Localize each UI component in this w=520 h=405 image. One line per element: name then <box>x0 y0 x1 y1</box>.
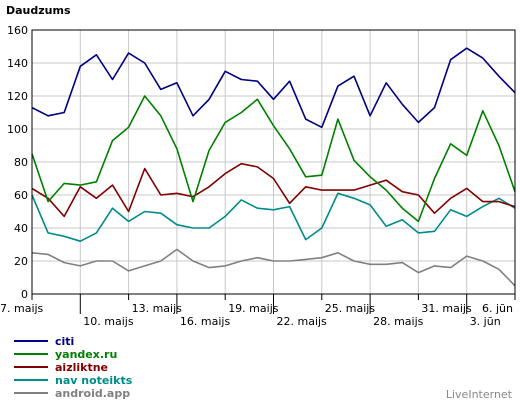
legend-label-0: citi <box>55 335 74 348</box>
y-axis-label: Daudzums <box>6 4 71 17</box>
series-line-1 <box>31 95 516 223</box>
legend-label-3: nav noteikts <box>55 374 133 387</box>
legend-label-2: aizliktne <box>55 361 108 374</box>
y-tick-label-120: 120 <box>7 90 28 103</box>
y-tick-label-40: 40 <box>14 222 28 235</box>
plot-frame <box>31 29 516 295</box>
series-line-2 <box>31 162 516 218</box>
x-tick-label-15: 22. maijs <box>277 315 328 328</box>
y-tick-label-160: 160 <box>7 24 28 37</box>
legend-label-1: yandex.ru <box>55 348 117 361</box>
x-tick-label-0: 7. maijs <box>0 302 44 315</box>
x-tick-label-30: 6. jūn <box>482 302 513 315</box>
x-tick-label-27: 3. jūn <box>470 315 501 328</box>
x-tick-label-12: 19. maijs <box>228 302 279 315</box>
series-line-4 <box>31 248 516 287</box>
grid <box>32 30 515 294</box>
y-tick-label-60: 60 <box>14 189 28 202</box>
x-tick-label-21: 28. maijs <box>373 315 424 328</box>
x-tick-label-9: 16. maijs <box>180 315 231 328</box>
brand-label[interactable]: LiveInternet <box>446 388 513 401</box>
x-tick-label-3: 10. maijs <box>83 315 134 328</box>
x-tick-label-18: 25. maijs <box>325 302 376 315</box>
y-ticks: 0 20 40 60 80 100 120 140 160 <box>7 24 28 301</box>
y-tick-label-0: 0 <box>21 288 28 301</box>
y-tick-label-80: 80 <box>14 156 28 169</box>
series-lines <box>31 47 516 287</box>
series-line-3 <box>31 192 516 242</box>
y-tick-label-140: 140 <box>7 57 28 70</box>
series-line-0 <box>31 47 516 129</box>
x-tick-label-24: 31. maijs <box>421 302 472 315</box>
plot-border <box>31 29 516 295</box>
x-tick-label-6: 13. maijs <box>132 302 183 315</box>
legend-label-4: android.app <box>55 387 130 400</box>
y-tick-label-100: 100 <box>7 123 28 136</box>
y-tick-label-20: 20 <box>14 255 28 268</box>
